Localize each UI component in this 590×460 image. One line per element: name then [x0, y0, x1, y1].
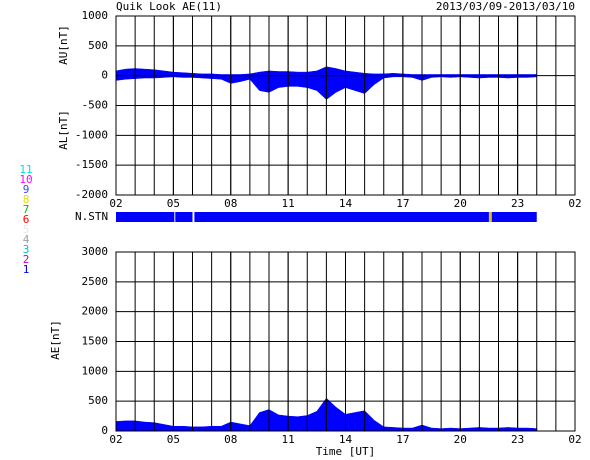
station-segment [194, 212, 489, 222]
x-tick-label: 11 [282, 433, 295, 446]
x-tick-label: 17 [396, 433, 409, 446]
x-tick-label: 02 [109, 433, 122, 446]
x-tick-label: 05 [167, 197, 180, 210]
x-tick-label: 02 [568, 433, 581, 446]
y-tick-label: 1000 [82, 9, 109, 22]
y-tick-label: 1500 [82, 335, 109, 348]
legend-label: 11 [19, 163, 32, 176]
y-tick-label: 2000 [82, 305, 109, 318]
legend-label: 5 [23, 223, 30, 236]
x-tick-label: 05 [167, 433, 180, 446]
legend-label: 9 [23, 183, 30, 196]
chart-subtitle: 2013/03/09-2013/03/10 [436, 0, 575, 13]
x-tick-label: 23 [511, 197, 524, 210]
legend-label: 6 [23, 213, 30, 226]
y-tick-label: -1000 [75, 128, 108, 141]
y-tick-label: 2500 [82, 275, 109, 288]
y-tick-label: -2000 [75, 188, 108, 201]
y-tick-label: 500 [88, 39, 108, 52]
timeline-label: N.STN [75, 210, 108, 223]
legend-label: 3 [23, 243, 30, 256]
y-tick-label: 3000 [82, 245, 109, 258]
y-tick-label: 500 [88, 394, 108, 407]
y-tick-label: 0 [101, 424, 108, 437]
y-tick-label: -500 [82, 99, 109, 112]
chart-title: Quik Look AE(11) [116, 0, 222, 13]
x-tick-label: 14 [339, 197, 353, 210]
x-tick-label: 02 [568, 197, 581, 210]
legend-label: 10 [19, 173, 32, 186]
legend-label: 4 [23, 233, 30, 246]
y-axis-label: AE[nT] [49, 320, 62, 360]
x-tick-label: 20 [454, 433, 467, 446]
x-tick-label: 11 [282, 197, 295, 210]
x-tick-label: 23 [511, 433, 524, 446]
y-axis-label: AU[nT] [57, 25, 70, 65]
station-segment [116, 212, 175, 222]
y-tick-label: -1500 [75, 158, 108, 171]
x-tick-label: 17 [396, 197, 409, 210]
station-segment [491, 212, 537, 222]
legend-label: 2 [23, 253, 30, 266]
x-tick-label: 02 [109, 197, 122, 210]
station-segment [488, 212, 492, 222]
x-tick-label: 08 [224, 197, 237, 210]
x-axis-label: Time [UT] [316, 445, 376, 458]
plot-frame [115, 15, 576, 196]
x-tick-label: 08 [224, 433, 237, 446]
x-tick-label: 14 [339, 433, 353, 446]
legend-label: 8 [23, 193, 30, 206]
legend-label: 7 [23, 203, 30, 216]
legend-label: 1 [23, 263, 30, 276]
y-axis-label: AL[nT] [57, 110, 70, 150]
y-tick-label: 1000 [82, 364, 109, 377]
x-tick-label: 20 [454, 197, 467, 210]
plot-frame [115, 251, 576, 432]
station-segment [175, 212, 193, 222]
y-tick-label: 0 [101, 69, 108, 82]
